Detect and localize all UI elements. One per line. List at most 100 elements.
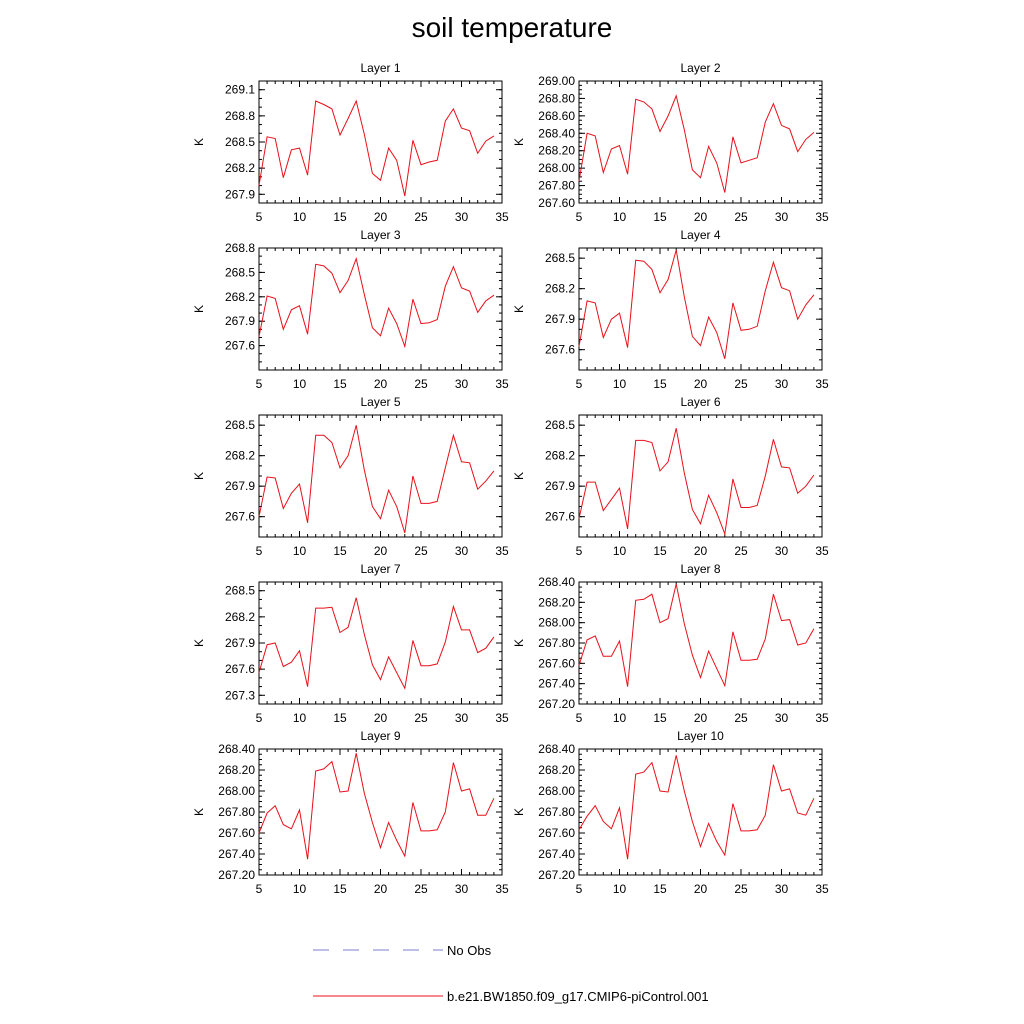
- panel-title: Layer 7: [360, 562, 400, 576]
- x-tick-label: 5: [576, 882, 583, 896]
- x-tick-label: 35: [495, 210, 509, 224]
- y-tick-label: 268.2: [545, 449, 575, 463]
- panel-layer-4: Layer 4 K 5 10 15 20 25 30 35 267.6 267.9 268.2 268.…: [512, 228, 829, 391]
- x-tick-label: 10: [613, 544, 627, 558]
- y-tick-label: 268.2: [225, 290, 255, 304]
- panel-layer-8: Layer 8 K 5 10 15 20 25 30 35 267.20 267.40 267.60 2…: [512, 562, 829, 725]
- x-tick-label: 35: [495, 711, 509, 725]
- y-tick-label: 268.00: [538, 616, 575, 630]
- panel-layer-9: Layer 9 K 5 10 15 20 25 30 35 267.20 267.40 267.60 2…: [192, 729, 509, 896]
- x-tick-label: 30: [455, 377, 469, 391]
- y-axis-label: K: [512, 305, 526, 313]
- x-tick-label: 25: [734, 711, 748, 725]
- panel-title: Layer 2: [680, 61, 720, 75]
- x-tick-label: 5: [256, 210, 263, 224]
- panel-title: Layer 8: [680, 562, 720, 576]
- panel-frame: [258, 80, 503, 204]
- panel-frame: [578, 748, 823, 876]
- x-tick-label: 20: [374, 882, 388, 896]
- y-tick-label: 267.6: [225, 510, 255, 524]
- x-tick-label: 35: [815, 210, 829, 224]
- series-line: [258, 99, 495, 197]
- panel-frame: [578, 80, 823, 204]
- y-tick-label: 268.20: [538, 595, 575, 609]
- panel-title: Layer 5: [360, 395, 400, 409]
- x-tick-label: 25: [414, 210, 428, 224]
- x-tick-label: 25: [414, 711, 428, 725]
- x-tick-label: 5: [576, 210, 583, 224]
- x-tick-label: 25: [414, 544, 428, 558]
- x-tick-label: 20: [694, 544, 708, 558]
- x-tick-label: 15: [333, 711, 347, 725]
- legend-model-label: b.e21.BW1850.f09_g17.CMIP6-piControl.001: [447, 989, 709, 1004]
- x-tick-label: 35: [815, 711, 829, 725]
- series-line: [258, 597, 495, 690]
- series-line: [258, 256, 495, 349]
- x-tick-label: 35: [495, 882, 509, 896]
- panel-layer-1: Layer 1 K 5 10 15 20 25 30 35 267.9 268.2 268.5 268.…: [192, 61, 509, 224]
- x-tick-label: 30: [775, 882, 789, 896]
- x-tick-label: 30: [775, 711, 789, 725]
- y-tick-label: 268.40: [538, 742, 575, 756]
- x-tick-label: 30: [455, 544, 469, 558]
- chart-panels: Layer 1 K 5 10 15 20 25 30 35 267.9 268.2 268.5 268.…: [192, 61, 829, 896]
- y-axis-label: K: [192, 138, 206, 146]
- x-tick-label: 20: [694, 377, 708, 391]
- series-line: [578, 249, 815, 359]
- y-axis-label: K: [512, 639, 526, 647]
- y-tick-label: 268.60: [538, 109, 575, 123]
- y-tick-label: 267.60: [538, 196, 575, 210]
- x-tick-label: 15: [653, 882, 667, 896]
- y-tick-label: 268.00: [538, 784, 575, 798]
- x-tick-label: 25: [734, 377, 748, 391]
- y-tick-label: 268.00: [538, 161, 575, 175]
- panel-frame: [578, 414, 823, 538]
- y-tick-label: 267.20: [538, 697, 575, 711]
- x-tick-label: 15: [653, 544, 667, 558]
- x-tick-label: 5: [576, 377, 583, 391]
- series-line: [578, 428, 815, 536]
- series-line: [578, 583, 815, 688]
- y-tick-label: 267.6: [545, 343, 575, 357]
- y-tick-label: 268.80: [538, 91, 575, 105]
- panel-title: Layer 10: [677, 729, 724, 743]
- panel-frame: [578, 247, 823, 371]
- y-tick-label: 267.20: [538, 868, 575, 882]
- y-tick-label: 267.80: [538, 179, 575, 193]
- x-tick-label: 10: [613, 711, 627, 725]
- x-tick-label: 30: [455, 711, 469, 725]
- y-tick-label: 268.8: [225, 241, 255, 255]
- series-line: [258, 425, 495, 534]
- y-tick-label: 267.40: [218, 847, 255, 861]
- x-tick-label: 5: [576, 711, 583, 725]
- x-tick-label: 35: [495, 544, 509, 558]
- x-tick-label: 30: [775, 210, 789, 224]
- x-tick-label: 10: [613, 882, 627, 896]
- y-tick-label: 268.40: [538, 575, 575, 589]
- series-line: [578, 94, 815, 193]
- x-tick-label: 15: [333, 210, 347, 224]
- x-tick-label: 5: [256, 711, 263, 725]
- panel-layer-6: Layer 6 K 5 10 15 20 25 30 35 267.6 267.9 268.2 268.…: [512, 395, 829, 558]
- y-tick-label: 267.20: [218, 868, 255, 882]
- x-tick-label: 5: [576, 544, 583, 558]
- x-tick-label: 15: [333, 882, 347, 896]
- x-tick-label: 20: [374, 544, 388, 558]
- x-tick-label: 15: [653, 210, 667, 224]
- x-tick-label: 25: [414, 377, 428, 391]
- series-line: [258, 753, 495, 860]
- panel-title: Layer 9: [360, 729, 400, 743]
- y-tick-label: 269.1: [225, 83, 255, 97]
- x-tick-label: 10: [293, 882, 307, 896]
- y-tick-label: 268.8: [225, 109, 255, 123]
- y-tick-label: 268.20: [538, 763, 575, 777]
- y-tick-label: 269.00: [538, 74, 575, 88]
- y-tick-label: 268.5: [225, 265, 255, 279]
- y-tick-label: 267.9: [545, 479, 575, 493]
- x-tick-label: 10: [293, 544, 307, 558]
- y-tick-label: 267.80: [218, 805, 255, 819]
- y-tick-label: 268.40: [538, 126, 575, 140]
- x-tick-label: 30: [775, 544, 789, 558]
- y-tick-label: 267.9: [225, 314, 255, 328]
